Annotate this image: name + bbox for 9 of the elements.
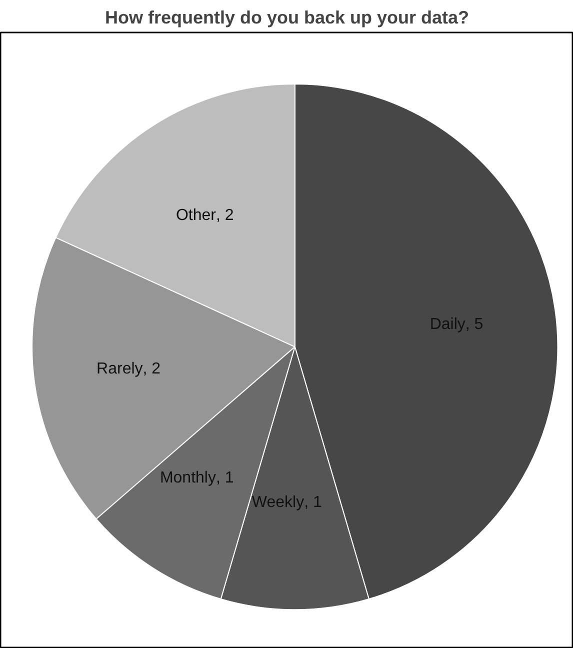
data-label: , 2 [216, 207, 234, 224]
slice-label: Weekly [252, 494, 304, 512]
data-label: , 1 [304, 494, 322, 512]
slice-label: Monthly [160, 469, 216, 486]
chart-title: How frequently do you back up your data? [104, 8, 470, 28]
slice-label: Rarely [96, 360, 143, 378]
data-label: , 2 [142, 360, 161, 378]
data-label: , 1 [216, 469, 234, 486]
slice-label: Other [176, 207, 217, 224]
